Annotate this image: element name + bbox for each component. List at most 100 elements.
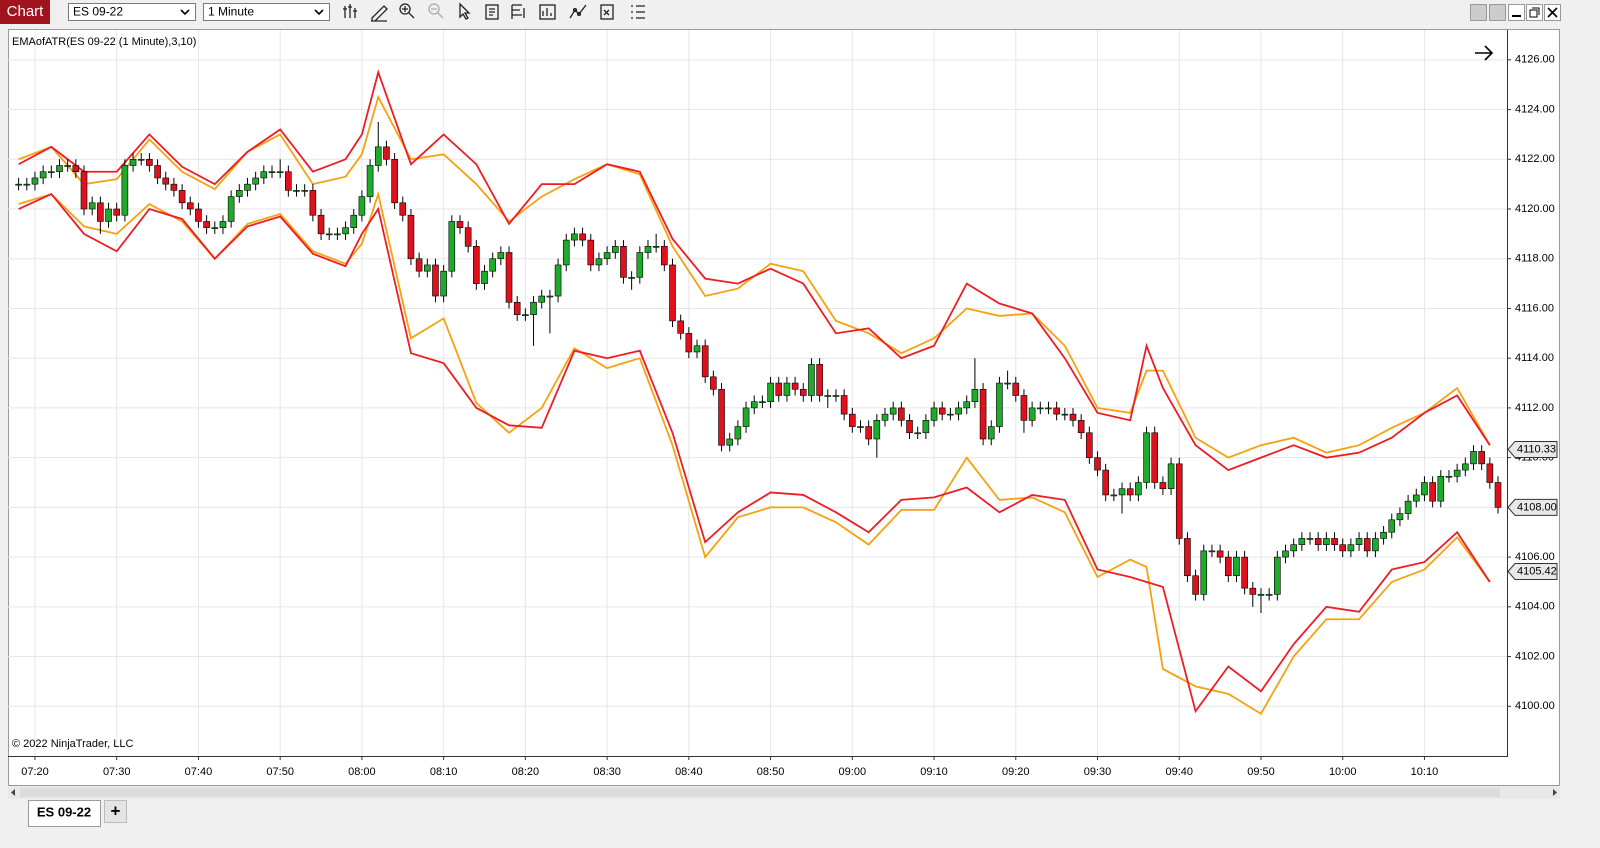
candle-body bbox=[56, 165, 63, 173]
candle-body bbox=[31, 177, 39, 185]
candle-body bbox=[1478, 451, 1485, 465]
candle-body bbox=[80, 171, 88, 210]
candle-body bbox=[186, 202, 194, 210]
drawing-tool-icon[interactable] bbox=[371, 5, 388, 22]
candle-body bbox=[1020, 395, 1028, 421]
candle-body bbox=[881, 413, 889, 421]
candle-body bbox=[1274, 556, 1281, 595]
candle-body bbox=[906, 420, 913, 434]
x-tick-label: 09:50 bbox=[1247, 766, 1275, 778]
window-button[interactable] bbox=[1470, 4, 1487, 21]
candle-body bbox=[1069, 413, 1077, 421]
candle-body bbox=[1110, 494, 1118, 497]
candle-body bbox=[840, 395, 848, 415]
instrument-select[interactable] bbox=[68, 3, 196, 21]
candle-body bbox=[505, 252, 513, 303]
x-tick-label: 09:20 bbox=[1002, 766, 1030, 778]
candle-body bbox=[350, 214, 358, 228]
x-tick-label: 07:50 bbox=[266, 766, 294, 778]
scrollbar-thumb[interactable] bbox=[20, 788, 1500, 797]
y-tick-label: 4118.00 bbox=[1515, 253, 1554, 265]
candle-body bbox=[1126, 488, 1134, 496]
x-tick-label: 08:20 bbox=[512, 766, 540, 778]
candle-body bbox=[1437, 475, 1445, 502]
candle-body bbox=[1036, 407, 1044, 410]
candle-body bbox=[137, 158, 145, 161]
scroll-left[interactable] bbox=[11, 789, 15, 796]
candle-body bbox=[236, 190, 243, 197]
zoom-in-icon[interactable] bbox=[399, 3, 415, 19]
pointer-icon[interactable] bbox=[459, 2, 471, 20]
candle-body bbox=[628, 277, 635, 279]
candle-body bbox=[407, 214, 415, 260]
candle-body bbox=[448, 221, 456, 272]
chart-tab-label: ES 09-22 bbox=[37, 804, 91, 819]
candle-body bbox=[1241, 556, 1248, 589]
candle-body bbox=[1494, 482, 1502, 508]
candle-body bbox=[1396, 513, 1404, 521]
candle-body bbox=[930, 407, 938, 421]
y-tick-label: 4100.00 bbox=[1515, 700, 1555, 712]
interval-select[interactable] bbox=[203, 3, 330, 21]
chart-menu-button[interactable] bbox=[0, 0, 50, 24]
add-tab-button[interactable] bbox=[104, 800, 127, 823]
price-marker-label: 4105.42 bbox=[1517, 565, 1557, 577]
candle-body bbox=[473, 246, 480, 284]
y-tick-label: 4102.00 bbox=[1515, 650, 1555, 662]
minimize-button[interactable] bbox=[1508, 4, 1525, 21]
candle-body bbox=[1363, 538, 1371, 552]
candle-body bbox=[701, 345, 709, 378]
indicators-icon[interactable] bbox=[569, 4, 587, 19]
candle-body bbox=[39, 171, 47, 179]
candle-body bbox=[783, 382, 791, 396]
candle-body bbox=[260, 171, 268, 179]
candle-body bbox=[603, 252, 611, 260]
candle-body bbox=[710, 376, 717, 390]
candle-body bbox=[1233, 556, 1240, 577]
scroll-to-end-arrow[interactable] bbox=[1475, 45, 1494, 61]
close-glyph bbox=[1547, 7, 1558, 18]
strategies-icon[interactable] bbox=[539, 4, 556, 20]
candle-body bbox=[1486, 463, 1494, 483]
templates-icon[interactable] bbox=[600, 4, 614, 20]
x-tick-label: 09:30 bbox=[1084, 766, 1112, 778]
candle-body bbox=[914, 432, 921, 435]
y-tick-label: 4126.00 bbox=[1515, 54, 1555, 66]
scroll-right[interactable] bbox=[1553, 789, 1557, 796]
candle-body bbox=[1208, 550, 1216, 553]
properties-icon[interactable] bbox=[511, 4, 525, 19]
candle-body bbox=[554, 264, 562, 297]
candle-body bbox=[48, 171, 55, 174]
indicator-label: EMAofATR(ES 09-22 (1 Minute),3,10) bbox=[12, 36, 196, 48]
window-button[interactable] bbox=[1489, 4, 1506, 21]
x-tick-label: 10:00 bbox=[1329, 766, 1357, 778]
candle-body bbox=[1249, 587, 1257, 595]
chart-menu-label: Chart bbox=[7, 3, 45, 20]
window-buttons bbox=[1470, 4, 1561, 21]
data-box-icon[interactable] bbox=[485, 4, 499, 20]
candle-body bbox=[677, 320, 684, 334]
candle-body bbox=[1323, 538, 1330, 545]
candle-body bbox=[285, 171, 292, 191]
list-icon[interactable] bbox=[631, 5, 645, 19]
candle-body bbox=[938, 407, 946, 415]
candle-body bbox=[538, 295, 546, 303]
candle-body bbox=[644, 246, 652, 253]
candle-body bbox=[1028, 407, 1036, 421]
candle-body bbox=[857, 426, 864, 428]
chart-tab[interactable] bbox=[28, 800, 101, 827]
candle-body bbox=[669, 264, 676, 322]
candle-body bbox=[342, 227, 349, 235]
bar-type-icon[interactable] bbox=[343, 4, 357, 18]
candle-body bbox=[587, 239, 595, 266]
candle-body bbox=[595, 258, 603, 266]
candle-body bbox=[97, 202, 104, 222]
zoom-out-icon[interactable] bbox=[428, 3, 444, 19]
band-line bbox=[18, 69, 1491, 472]
candle-body bbox=[1298, 538, 1306, 545]
restore-button[interactable] bbox=[1526, 4, 1543, 21]
candle-body bbox=[301, 190, 308, 192]
candle-body bbox=[1355, 538, 1363, 545]
candle-body bbox=[1184, 538, 1191, 577]
